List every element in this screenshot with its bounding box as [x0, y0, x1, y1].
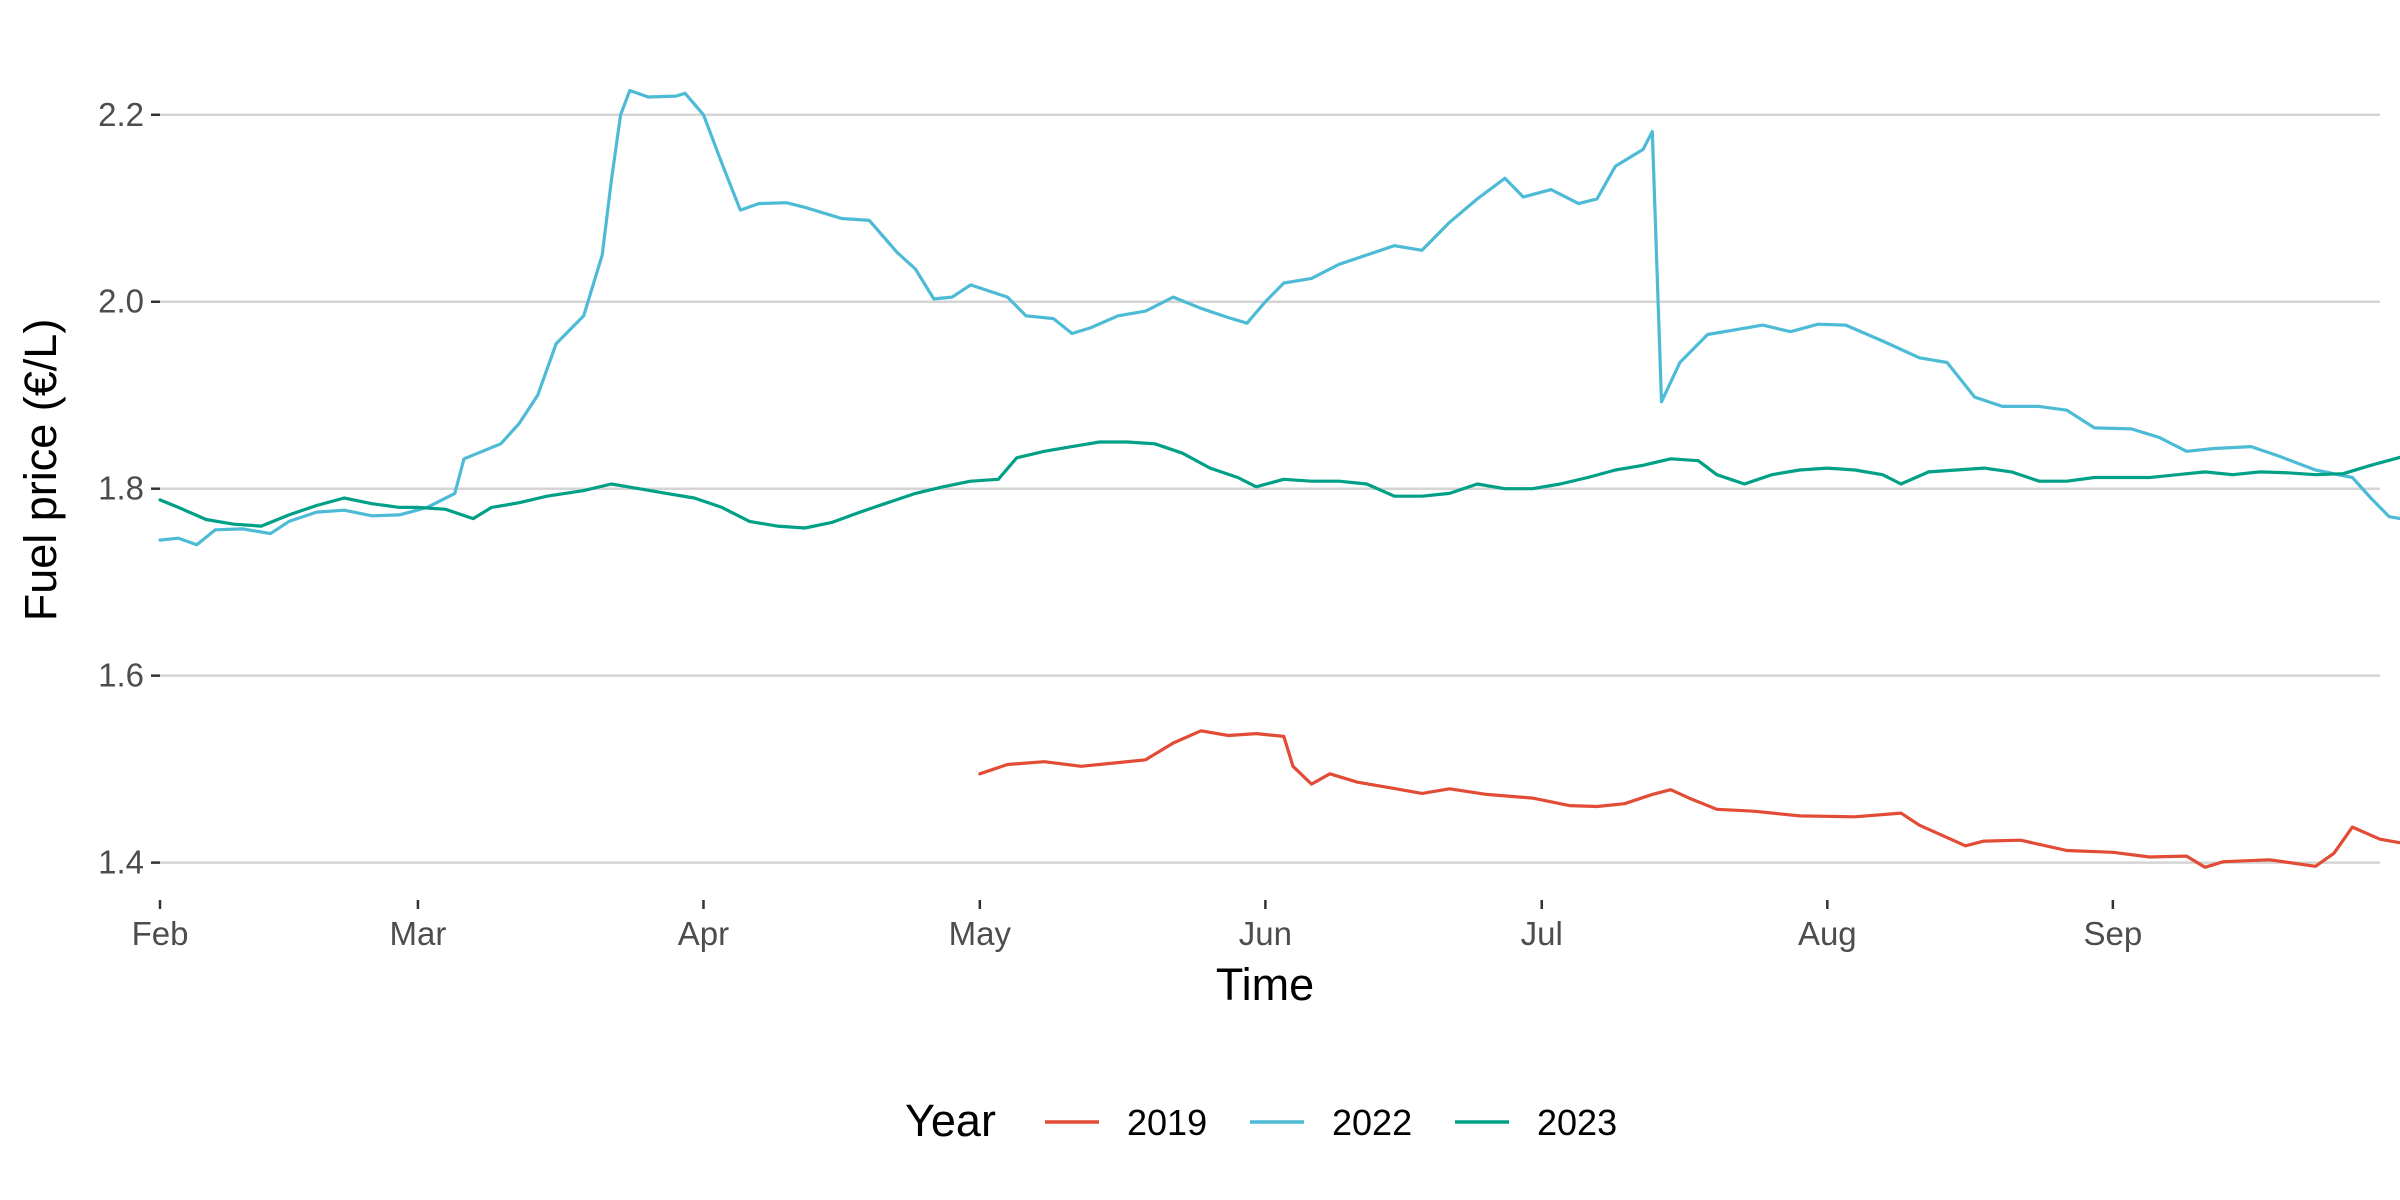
legend-label-2022: 2022 [1332, 1102, 1412, 1143]
y-tick-label: 1.8 [98, 470, 144, 507]
x-tick-label: Mar [390, 915, 447, 952]
x-tick-label: Apr [678, 915, 729, 952]
y-tick-label: 2.0 [98, 283, 144, 320]
x-axis: Feb Mar Apr May Jun Jul Aug Sep [132, 900, 2143, 952]
x-tick-label: Aug [1798, 915, 1857, 952]
gridlines [160, 113, 2380, 864]
series-lines [158, 88, 2400, 869]
y-tick-label: 1.6 [98, 657, 144, 694]
x-tick-label: Sep [2084, 915, 2143, 952]
legend-title: Year [905, 1095, 996, 1146]
x-tick-label: May [949, 915, 1012, 952]
legend: Year 2019 2022 2023 [905, 1095, 1617, 1146]
y-axis: 1.4 1.6 1.8 2.0 2.2 [98, 96, 160, 881]
series-line-2019 [978, 729, 2400, 869]
legend-label-2019: 2019 [1127, 1102, 1207, 1143]
series-line-2022 [158, 88, 2400, 547]
x-tick-label: Jun [1239, 915, 1292, 952]
legend-label-2023: 2023 [1537, 1102, 1617, 1143]
series-line-2023 [158, 440, 2400, 530]
y-axis-title: Fuel price (€/L) [15, 319, 66, 622]
x-tick-label: Feb [132, 915, 189, 952]
y-tick-label: 2.2 [98, 96, 144, 133]
y-tick-label: 1.4 [98, 844, 144, 881]
x-axis-title: Time [1216, 959, 1314, 1010]
x-tick-label: Jul [1521, 915, 1563, 952]
